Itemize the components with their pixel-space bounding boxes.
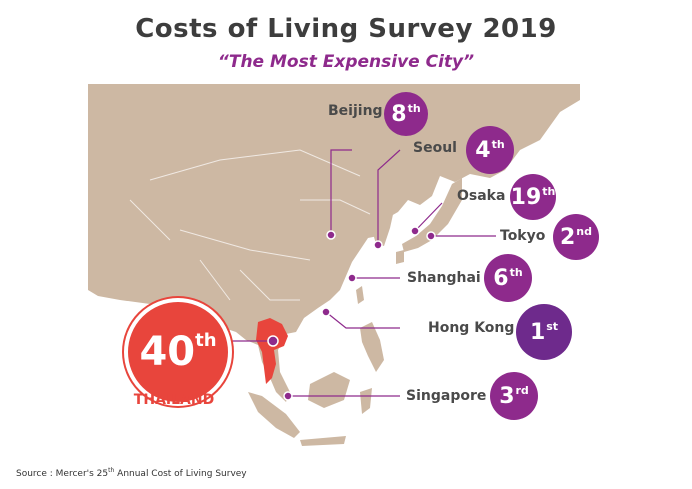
page-title: Costs of Living Survey 2019 — [135, 14, 557, 44]
city-label-osaka: Osaka — [457, 188, 506, 204]
city-label-seoul: Seoul — [413, 140, 457, 156]
thailand-shape — [256, 318, 288, 384]
city-label-singapore: Singapore — [406, 388, 487, 404]
philippines — [360, 322, 384, 372]
thailand-label: THAILAND — [133, 392, 215, 408]
japan-honshu — [402, 178, 462, 252]
city-label-shanghai: Shanghai — [407, 270, 481, 286]
page-subtitle: “The Most Expensive City” — [217, 52, 475, 72]
source-note: Source : Mercer's 25th Annual Cost of Li… — [16, 467, 247, 479]
sumatra — [248, 392, 300, 438]
taiwan — [356, 286, 364, 304]
mainland-asia — [88, 84, 580, 402]
city-label-beijing: Beijing — [328, 103, 383, 119]
japan-kyushu — [396, 250, 404, 264]
borneo — [308, 372, 350, 408]
sulawesi — [360, 388, 372, 414]
city-label-tokyo: Tokyo — [500, 228, 546, 244]
java — [300, 436, 346, 446]
city-label-hong-kong: Hong Kong — [428, 320, 515, 336]
